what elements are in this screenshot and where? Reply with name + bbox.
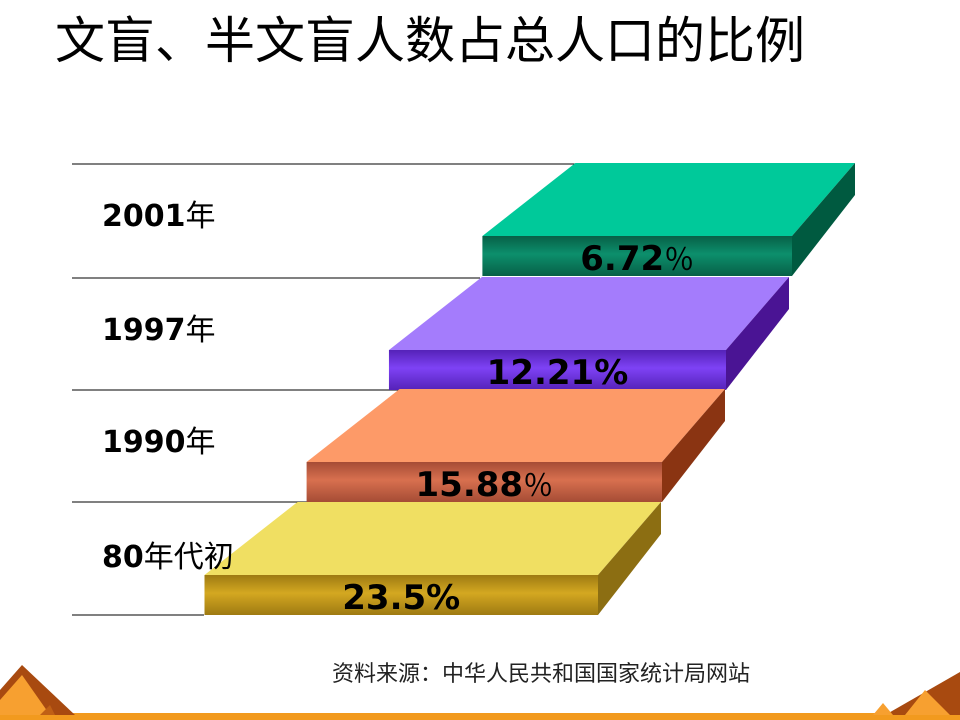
category-year: 1997: [102, 313, 186, 348]
category-year: 2001: [102, 199, 186, 234]
bottom-orange-band: [0, 713, 960, 720]
bar-80: [204, 502, 661, 615]
bar-1997: [388, 277, 789, 390]
bottom-decoration: [0, 665, 960, 720]
data-label: 15.88％: [416, 465, 554, 505]
bar-2001: [482, 163, 855, 276]
data-label-percent: %: [594, 353, 628, 393]
data-label-value: 6.72: [580, 239, 664, 279]
category-suffix: 年: [186, 199, 216, 234]
category-suffix: 年代初: [144, 540, 234, 575]
category-label: 2001年: [102, 199, 216, 234]
data-label-value: 15.88: [416, 465, 524, 505]
category-year: 1990: [102, 425, 186, 460]
data-label-percent: %: [426, 578, 460, 618]
bar-top-face: [204, 502, 661, 575]
data-source-note: 资料来源：中华人民共和国国家统计局网站: [332, 662, 751, 687]
decor-triangle-right-small: [873, 703, 893, 715]
decor-triangle-left-small: [40, 705, 55, 715]
data-label-value: 23.5: [342, 578, 426, 618]
data-label: 12.21%: [487, 353, 629, 393]
bar-top-face: [482, 163, 855, 236]
category-suffix: 年: [186, 313, 216, 348]
bar-top-face: [388, 277, 789, 350]
data-label: 23.5%: [342, 578, 460, 618]
category-label: 80年代初: [102, 540, 234, 575]
category-suffix: 年: [186, 425, 216, 460]
data-label-percent: ％: [664, 243, 694, 278]
bar-side-face: [792, 163, 855, 276]
bar-side-face: [598, 502, 661, 615]
category-label: 1997年: [102, 313, 216, 348]
category-label: 1990年: [102, 425, 216, 460]
slide-title: 文盲、半文盲人数占总人口的比例: [55, 12, 805, 70]
bar-front-face: [204, 575, 598, 615]
data-label-percent: ％: [523, 469, 553, 504]
bar-front-face: [306, 462, 662, 502]
bar-front-face: [482, 236, 792, 276]
category-year: 80: [102, 540, 144, 575]
bar-1990: [306, 389, 725, 502]
decor-triangle-right-front: [905, 690, 950, 715]
bar-top-face: [306, 389, 725, 462]
bar-front-face: [388, 350, 726, 390]
bar-side-face: [726, 277, 789, 390]
decor-triangle-left-front: [0, 675, 50, 715]
bar-side-face: [662, 389, 725, 502]
data-label-value: 12.21: [487, 353, 595, 393]
data-label: 6.72％: [580, 239, 694, 279]
